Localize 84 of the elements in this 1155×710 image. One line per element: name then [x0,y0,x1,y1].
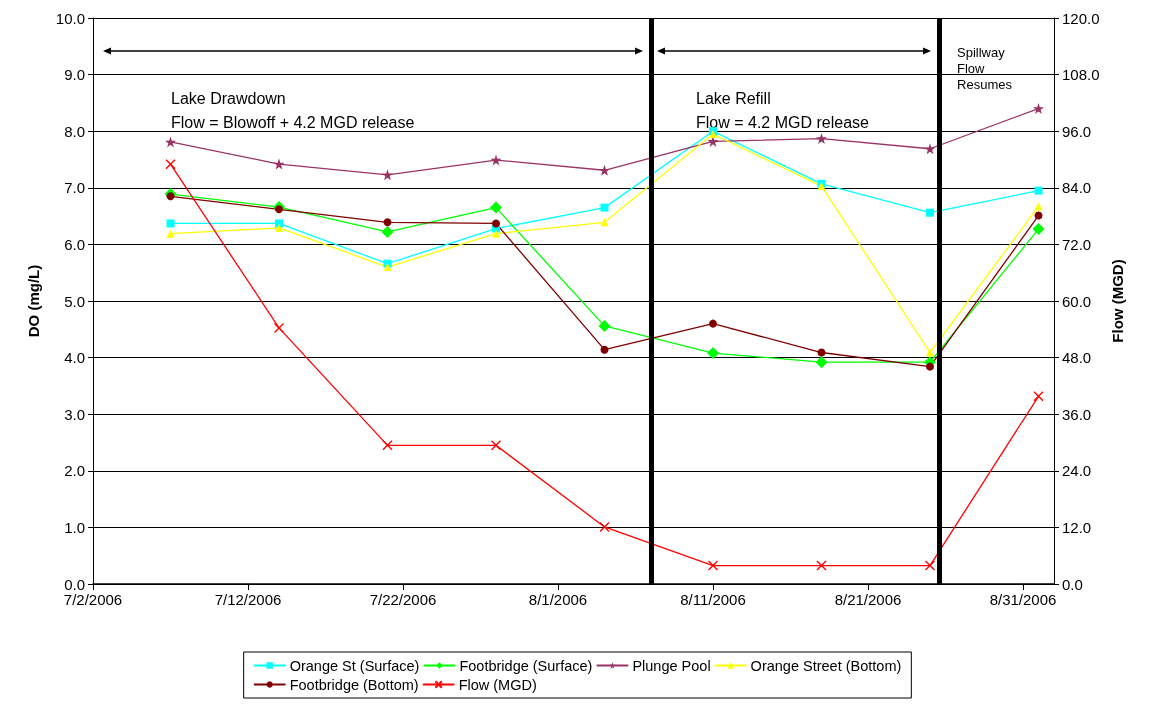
point [926,362,934,371]
y-tick-label: 0.0 [64,575,85,593]
legend-label: Flow (MGD) [458,676,537,693]
x-tick-label: 7/2/2006 [63,591,123,608]
point [165,136,176,148]
x-tick-label: 7/22/2006 [369,591,437,608]
y-tick-label: 10.0 [55,9,85,27]
y-axis-title: DO (mg/L) [25,264,42,338]
point [926,208,934,217]
y-tick-label: 3.0 [64,405,85,423]
point [492,219,500,228]
point [492,229,500,238]
y2-tick-label: 60.0 [1062,292,1092,310]
point [1033,391,1044,402]
point [166,192,175,201]
point [166,229,175,238]
point [1034,202,1043,211]
legend-label: Footbridge (Bottom) [289,676,419,693]
y-tick-label: 1.0 [64,518,85,536]
point [816,560,827,571]
point [166,219,175,228]
point [275,219,283,228]
point [1034,211,1043,220]
point [815,356,828,369]
point [924,143,936,155]
point [1034,186,1043,195]
y-tick-label: 7.0 [64,179,85,197]
x-tick-label: 8/1/2006 [528,591,588,608]
point [381,225,394,238]
point [382,440,393,451]
x-tick-label: 8/31/2006 [989,591,1057,608]
annotation: Lake Refill Flow = 4.2 MGD release [696,89,870,131]
point [600,345,609,354]
y-tick-label: 5.0 [64,292,85,310]
y2-axis-title: Flow (MGD) [1109,259,1127,343]
point [600,218,609,227]
point [490,201,502,214]
point [600,203,609,212]
y2-tick-label: 120.0 [1062,9,1100,27]
point [490,440,502,451]
point [383,263,392,272]
point [1032,223,1045,236]
y2-tick-label: 84.0 [1062,179,1092,197]
point [275,205,283,214]
point [383,218,392,227]
annotation: Lake Drawdown Flow = Blowoff + 4.2 MGD release [171,89,415,131]
point [707,347,719,360]
y2-tick-label: 108.0 [1062,66,1100,84]
y2-tick-label: 12.0 [1062,518,1092,536]
point [273,158,285,170]
point [924,560,936,571]
point [709,319,717,328]
y-tick-label: 4.0 [64,349,85,367]
point [273,322,285,334]
annotation: Spillway Flow Resumes [957,44,1013,92]
point [599,164,610,176]
y-tick-label: 6.0 [64,235,85,253]
legend-label: Orange St (Surface) [289,657,420,674]
y2-tick-label: 0.0 [1062,575,1083,593]
point [382,169,393,181]
point [816,133,827,145]
point [598,319,611,332]
legend-label: Plunge Pool [632,657,711,674]
point [275,223,283,232]
point [707,560,719,571]
y2-tick-label: 24.0 [1062,462,1092,480]
y2-tick-label: 48.0 [1062,349,1092,367]
point [926,348,934,357]
y2-tick-label: 96.0 [1062,122,1092,140]
y-tick-label: 8.0 [64,122,85,140]
y-tick-label: 2.0 [64,462,85,480]
x-tick-label: 8/11/2006 [680,591,746,608]
x-tick-label: 8/21/2006 [834,591,902,608]
x-tick-label: 7/12/2006 [214,591,282,608]
point [165,159,176,170]
point [490,154,502,166]
y2-tick-label: 72.0 [1062,235,1092,253]
point [599,521,610,533]
point [817,348,826,357]
y2-tick-label: 36.0 [1062,405,1092,423]
legend-label: Footbridge (Surface) [459,657,593,674]
legend-label: Orange Street (Bottom) [750,657,902,674]
y-tick-label: 9.0 [64,66,85,84]
point [1033,103,1044,115]
